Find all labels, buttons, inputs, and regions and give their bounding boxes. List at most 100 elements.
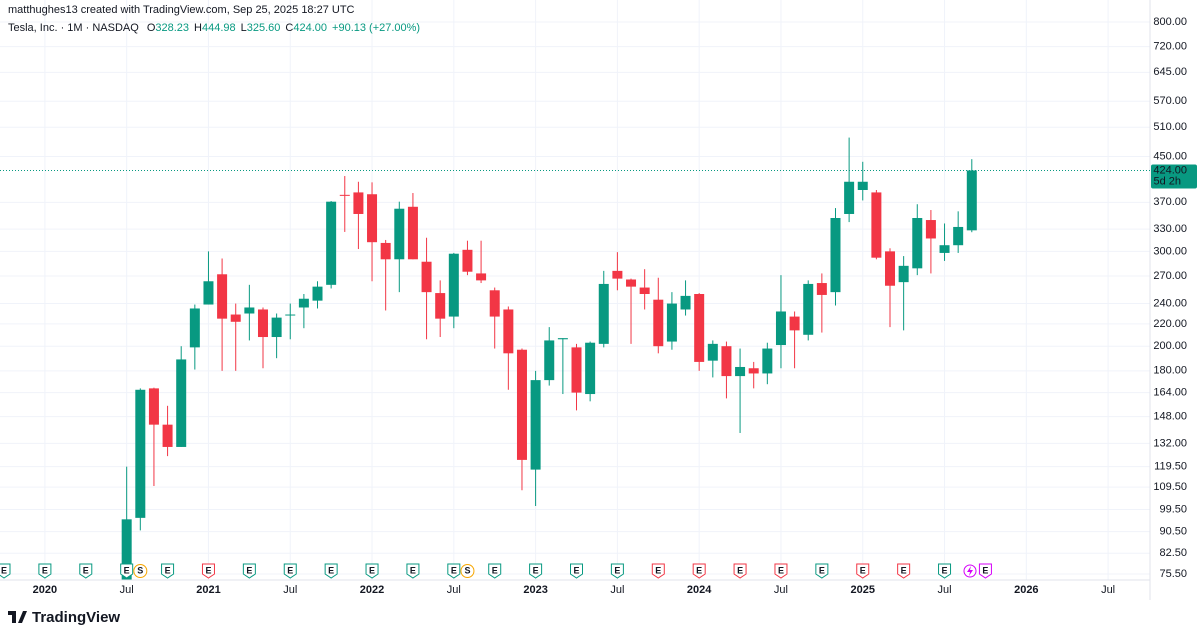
event-marker <box>692 563 706 579</box>
event-label: E <box>860 565 866 575</box>
candle-body <box>435 293 446 319</box>
event-label: E <box>819 565 825 575</box>
event-label: E <box>778 565 784 575</box>
y-tick-label: 90.50 <box>1159 526 1187 538</box>
y-tick-label: 180.00 <box>1153 365 1187 377</box>
candle-body <box>544 340 555 381</box>
candle-body <box>557 338 568 340</box>
candle-body <box>298 298 309 308</box>
y-tick-label: 800.00 <box>1153 16 1187 28</box>
event-marker <box>79 563 93 579</box>
event-marker <box>938 563 952 579</box>
x-tick-label: 2026 <box>1014 584 1038 596</box>
candle-body <box>735 366 746 377</box>
y-tick-label: 220.00 <box>1153 318 1187 330</box>
candle-body <box>857 181 868 191</box>
candle-body <box>830 218 841 293</box>
event-marker <box>242 563 256 579</box>
y-tick-label: 164.00 <box>1153 387 1187 399</box>
candle-body <box>380 242 391 260</box>
event-label: E <box>655 565 661 575</box>
event-marker <box>0 563 11 579</box>
candle-body <box>448 253 459 317</box>
event-marker <box>460 564 475 578</box>
x-tick-label: 2022 <box>360 584 384 596</box>
candle-body <box>203 281 214 305</box>
x-tick-label: 2021 <box>196 584 220 596</box>
candle-body <box>353 192 364 214</box>
candle-body <box>925 220 936 239</box>
candle-body <box>694 294 705 362</box>
x-tick-label: Jul <box>938 584 952 596</box>
event-label: E <box>287 565 293 575</box>
event-label: E <box>737 565 743 575</box>
candle-body <box>516 349 527 460</box>
candle-body <box>966 170 977 231</box>
candle-body <box>339 194 350 196</box>
candle-body <box>585 342 596 395</box>
y-tick-label: 82.50 <box>1159 547 1187 559</box>
candle-body <box>176 359 187 447</box>
candles <box>121 137 977 580</box>
candle-body <box>939 245 950 253</box>
candle-body <box>885 251 896 286</box>
x-tick-label: Jul <box>447 584 461 596</box>
legend: Tesla, Inc. · 1M · NASDAQ O328.23 H444.98 L… <box>8 22 420 34</box>
event-label: E <box>901 565 907 575</box>
legend-value: 325.60 <box>247 22 281 34</box>
event-marker <box>133 564 148 578</box>
candle-body <box>394 208 405 260</box>
event-label: E <box>1 565 7 575</box>
x-tick-label: Jul <box>774 584 788 596</box>
last-price-tag <box>1151 164 1197 189</box>
candle-body <box>571 347 582 393</box>
candle-body <box>230 314 241 322</box>
legend-change: +90.13 (+27.00%) <box>332 22 420 34</box>
y-tick-label: 300.00 <box>1153 245 1187 257</box>
candle-body <box>844 181 855 214</box>
y-tick-label: 270.00 <box>1153 270 1187 282</box>
y-tick-label: 240.00 <box>1153 297 1187 309</box>
y-tick-label: 330.00 <box>1153 223 1187 235</box>
legend-key: L <box>241 22 247 34</box>
event-label: E <box>165 565 171 575</box>
candle-body <box>407 206 418 260</box>
candle-body <box>326 201 337 285</box>
credit: matthughes13 created with TradingView.co… <box>8 4 355 16</box>
x-tick-label: Jul <box>283 584 297 596</box>
candle-body <box>898 265 909 283</box>
event-marker <box>324 563 338 579</box>
y-tick-label: 109.50 <box>1153 481 1187 493</box>
legend-key: H <box>194 22 202 34</box>
candle-body <box>912 218 923 269</box>
event-label: E <box>451 565 457 575</box>
candle-body <box>598 283 609 344</box>
event-label: E <box>124 565 130 575</box>
candle-body <box>135 389 146 518</box>
candle-body <box>421 261 432 293</box>
candle-body <box>285 314 296 316</box>
legend-value: 328.23 <box>155 22 189 34</box>
candle-body <box>639 287 650 295</box>
candle-body <box>530 380 541 470</box>
candle-body <box>816 283 827 295</box>
candle-body <box>271 317 282 338</box>
x-tick-label: Jul <box>610 584 624 596</box>
event-marker <box>651 563 665 579</box>
event-label: E <box>573 565 579 575</box>
legend-key: C <box>285 22 293 34</box>
candle-body <box>626 279 637 287</box>
event-label: S <box>137 565 143 575</box>
candle-body <box>748 368 759 374</box>
countdown: 5d 2h <box>1153 175 1181 187</box>
candle-body <box>189 308 200 348</box>
y-tick-label: 720.00 <box>1153 41 1187 53</box>
event-marker <box>365 563 379 579</box>
event-marker <box>856 563 870 579</box>
event-label: E <box>205 565 211 575</box>
candle-body <box>367 194 378 243</box>
event-marker <box>161 563 175 579</box>
x-tick-label: Jul <box>120 584 134 596</box>
x-tick-label: Jul <box>1101 584 1115 596</box>
